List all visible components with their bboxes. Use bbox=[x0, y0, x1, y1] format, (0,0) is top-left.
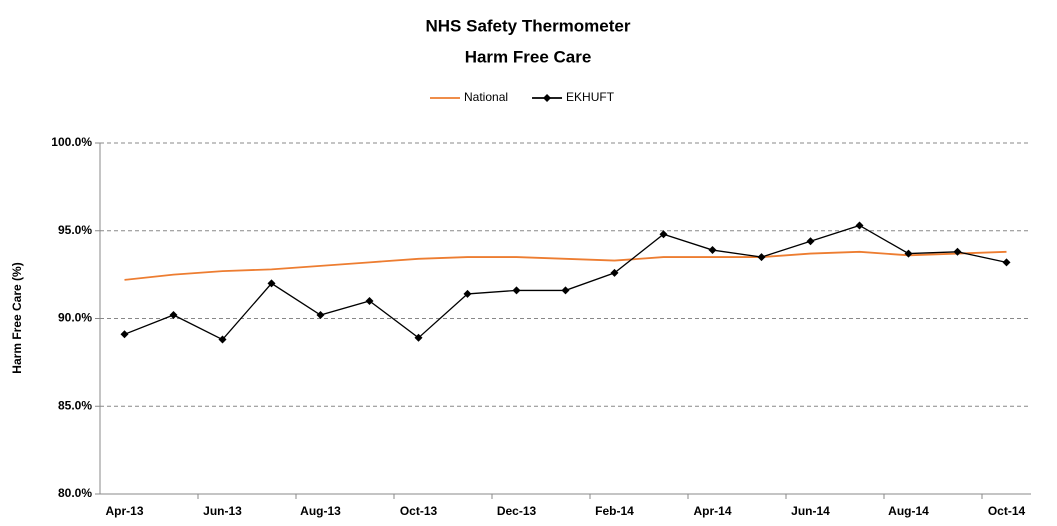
data-point bbox=[365, 296, 374, 305]
data-point bbox=[855, 221, 864, 230]
data-point bbox=[806, 237, 815, 246]
data-point bbox=[1002, 258, 1011, 267]
y-tick-label: 100.0% bbox=[51, 135, 92, 149]
x-tick-label: Dec-13 bbox=[497, 504, 537, 518]
y-tick-label: 90.0% bbox=[58, 311, 92, 325]
series-line bbox=[124, 224, 1007, 341]
x-tick-label: Oct-14 bbox=[988, 504, 1026, 518]
x-tick-label: Jun-14 bbox=[791, 504, 830, 518]
legend-label: National bbox=[464, 90, 508, 104]
x-tick-label: Aug-14 bbox=[888, 504, 929, 518]
data-point bbox=[512, 286, 521, 295]
series-line bbox=[124, 250, 1007, 281]
x-tick-label: Feb-14 bbox=[595, 504, 634, 518]
y-tick-label: 95.0% bbox=[58, 223, 92, 237]
y-tick-label: 80.0% bbox=[58, 486, 92, 500]
x-tick-label: Apr-14 bbox=[693, 504, 731, 518]
data-point bbox=[120, 330, 129, 339]
x-tick-label: Apr-13 bbox=[105, 504, 143, 518]
x-tick-label: Oct-13 bbox=[400, 504, 438, 518]
data-point bbox=[610, 268, 619, 277]
data-point bbox=[757, 253, 766, 262]
chart-subtitle: Harm Free Care bbox=[465, 47, 592, 66]
data-point bbox=[659, 230, 668, 239]
data-point bbox=[267, 279, 276, 288]
data-point bbox=[316, 310, 325, 319]
data-point bbox=[561, 286, 570, 295]
y-tick-label: 85.0% bbox=[58, 398, 92, 412]
data-point bbox=[218, 335, 227, 344]
chart-title: NHS Safety Thermometer bbox=[425, 16, 630, 35]
y-axis-title: Harm Free Care (%) bbox=[10, 262, 24, 373]
data-point bbox=[169, 310, 178, 319]
data-point bbox=[414, 333, 423, 342]
data-point bbox=[953, 247, 962, 256]
x-tick-label: Aug-13 bbox=[300, 504, 341, 518]
x-tick-label: Jun-13 bbox=[203, 504, 242, 518]
data-point bbox=[708, 246, 717, 255]
data-point bbox=[463, 289, 472, 298]
data-point bbox=[904, 249, 913, 258]
legend-label: EKHUFT bbox=[566, 90, 615, 104]
legend-marker bbox=[543, 94, 552, 102]
